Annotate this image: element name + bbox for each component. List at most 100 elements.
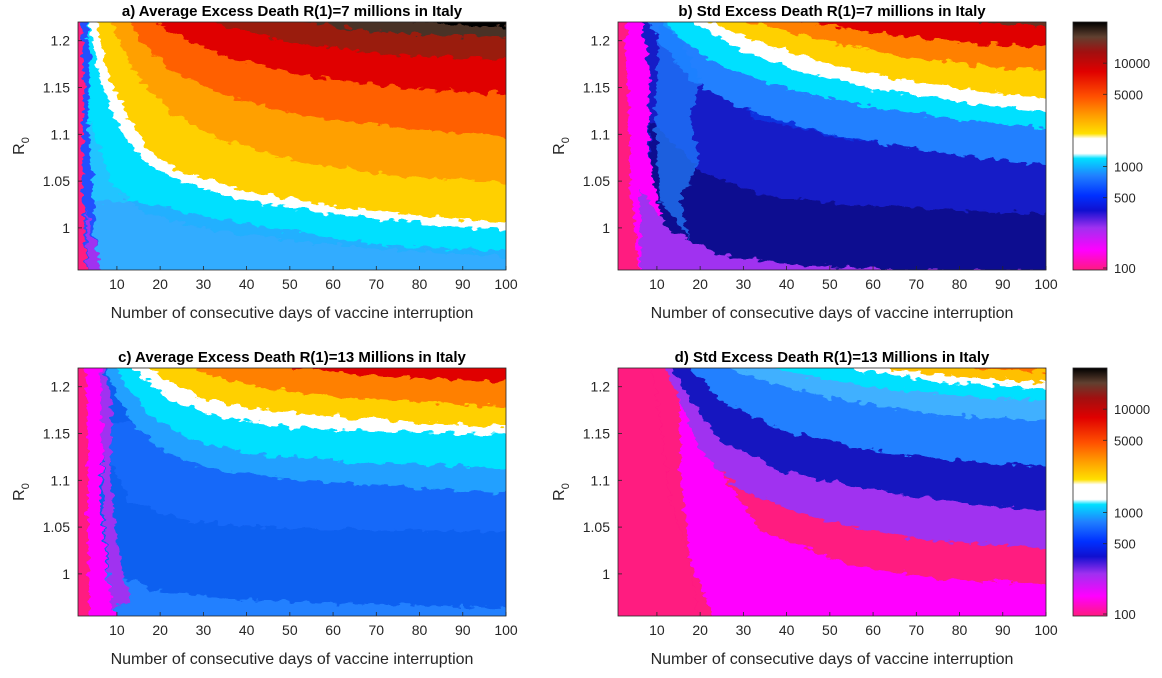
y-tick-label: 1.15 [583, 80, 610, 96]
x-axis-label-d: Number of consecutive days of vaccine in… [651, 651, 1014, 668]
plot-title-b: b) Std Excess Death R(1)=7 millions in I… [678, 3, 986, 20]
plot-title-a: a) Average Excess Death R(1)=7 millions … [122, 3, 463, 20]
x-tick-label: 20 [152, 276, 168, 292]
x-tick-label: 90 [995, 622, 1011, 638]
x-tick-label: 100 [494, 276, 518, 292]
colorbar-b: 10000 5000 1000 500 100 [1072, 21, 1150, 276]
x-tick-label: 40 [779, 622, 795, 638]
y-tick-label: 1 [602, 566, 610, 582]
x-tick-label: 60 [865, 622, 881, 638]
x-tick-label: 30 [736, 276, 752, 292]
x-tick-label: 70 [369, 622, 385, 638]
x-ticks-c: 10 20 30 40 50 60 70 80 90 100 [109, 612, 518, 638]
y-tick-label: 1.15 [583, 426, 610, 442]
y-tick-label: 1.1 [591, 472, 611, 488]
x-tick-label: 30 [196, 622, 212, 638]
x-tick-label: 40 [239, 622, 255, 638]
x-tick-label: 50 [282, 622, 298, 638]
x-tick-label: 60 [325, 276, 341, 292]
heatmap-c [78, 368, 506, 616]
y-tick-label: 1 [602, 220, 610, 236]
panel-d: d) Std Excess Death R(1)=13 Millions in … [551, 349, 1150, 668]
colorbar-tick-label: 100 [1114, 607, 1136, 622]
x-tick-label: 30 [196, 276, 212, 292]
colorbar-tick-label: 10000 [1114, 56, 1150, 71]
x-tick-label: 20 [692, 276, 708, 292]
colorbar-tick-label: 10000 [1114, 402, 1150, 417]
y-tick-label: 1.05 [43, 519, 70, 535]
colorbar-ticks-d: 10000 5000 1000 500 100 [1103, 402, 1150, 622]
x-tick-label: 80 [412, 276, 428, 292]
plot-title-d: d) Std Excess Death R(1)=13 Millions in … [675, 349, 990, 366]
x-tick-label: 70 [909, 622, 925, 638]
heatmap-a [78, 22, 506, 270]
x-axis-label-a: Number of consecutive days of vaccine in… [111, 305, 474, 322]
y-tick-label: 1.2 [51, 379, 71, 395]
colorbar-tick-label: 500 [1114, 537, 1136, 552]
y-ticks-a: 1 1.05 1.1 1.15 1.2 [43, 33, 82, 236]
x-tick-label: 10 [109, 276, 125, 292]
x-tick-label: 80 [952, 276, 968, 292]
x-tick-label: 30 [736, 622, 752, 638]
x-tick-label: 90 [995, 276, 1011, 292]
x-tick-label: 100 [494, 622, 518, 638]
y-tick-label: 1.15 [43, 426, 70, 442]
y-tick-label: 1 [62, 220, 70, 236]
x-tick-label: 40 [239, 276, 255, 292]
x-tick-label: 50 [282, 276, 298, 292]
x-tick-label: 50 [822, 622, 838, 638]
x-tick-label: 100 [1034, 276, 1058, 292]
x-tick-label: 60 [865, 276, 881, 292]
x-tick-label: 100 [1034, 622, 1058, 638]
y-tick-label: 1.2 [591, 379, 611, 395]
x-tick-label: 90 [455, 622, 471, 638]
axes-frame-b [617, 21, 1047, 271]
heatmap-b [618, 22, 1046, 270]
x-tick-label: 20 [692, 622, 708, 638]
colorbar-gradient-d [1072, 367, 1108, 617]
x-tick-label: 40 [779, 276, 795, 292]
colorbar-tick-label: 500 [1114, 191, 1136, 206]
heatmap-d [618, 368, 1046, 616]
panel-c: c) Average Excess Death R(1)=13 Millions… [11, 349, 518, 668]
y-tick-label: 1.1 [51, 472, 71, 488]
panel-a: a) Average Excess Death R(1)=7 millions … [11, 3, 518, 322]
x-tick-label: 80 [952, 622, 968, 638]
colorbar-tick-label: 100 [1114, 261, 1136, 276]
panel-b: b) Std Excess Death R(1)=7 millions in I… [551, 3, 1150, 322]
x-ticks-a: 10 20 30 40 50 60 70 80 90 100 [109, 266, 518, 292]
y-ticks-d: 1 1.05 1.1 1.15 1.2 [583, 379, 622, 582]
y-tick-label: 1.05 [583, 519, 610, 535]
axes-frame-c [77, 367, 507, 617]
y-tick-label: 1.15 [43, 80, 70, 96]
x-tick-label: 10 [649, 622, 665, 638]
x-tick-label: 20 [152, 622, 168, 638]
y-tick-label: 1.1 [51, 126, 71, 142]
colorbar-tick-label: 5000 [1114, 87, 1143, 102]
y-axis-label-c: R0 [11, 483, 32, 501]
x-axis-label-b: Number of consecutive days of vaccine in… [651, 305, 1014, 322]
y-tick-label: 1.2 [51, 33, 71, 49]
x-tick-label: 80 [412, 622, 428, 638]
plot-title-c: c) Average Excess Death R(1)=13 Millions… [118, 349, 466, 366]
x-tick-label: 70 [909, 276, 925, 292]
axes-frame-a [77, 21, 507, 271]
x-axis-label-c: Number of consecutive days of vaccine in… [111, 651, 474, 668]
y-ticks-b: 1 1.05 1.1 1.15 1.2 [583, 33, 622, 236]
colorbar-d: 10000 5000 1000 500 100 [1072, 367, 1150, 622]
x-ticks-b: 10 20 30 40 50 60 70 80 90 100 [649, 266, 1058, 292]
colorbar-tick-label: 5000 [1114, 433, 1143, 448]
y-tick-label: 1.05 [43, 173, 70, 189]
colorbar-gradient-b [1072, 21, 1108, 271]
y-axis-label-d: R0 [551, 483, 572, 501]
axes-frame-d [617, 367, 1047, 617]
x-tick-label: 10 [649, 276, 665, 292]
y-tick-label: 1.05 [583, 173, 610, 189]
x-tick-label: 90 [455, 276, 471, 292]
x-ticks-d: 10 20 30 40 50 60 70 80 90 100 [649, 612, 1058, 638]
x-tick-label: 60 [325, 622, 341, 638]
x-tick-label: 50 [822, 276, 838, 292]
colorbar-ticks-b: 10000 5000 1000 500 100 [1103, 56, 1150, 276]
y-tick-label: 1.1 [591, 126, 611, 142]
